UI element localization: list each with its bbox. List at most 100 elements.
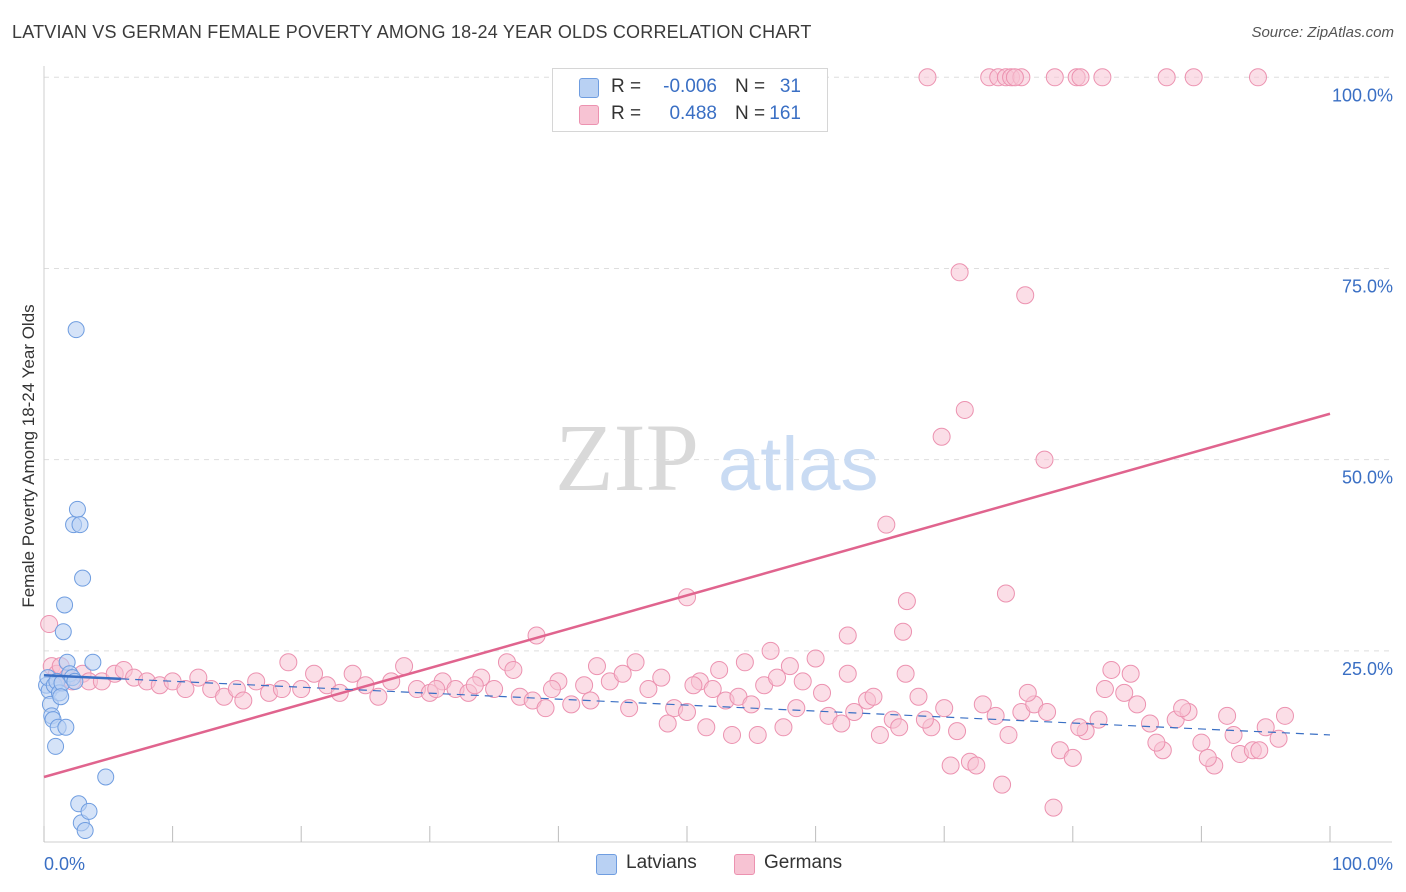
german-point: [1038, 703, 1057, 721]
source-label: Source: ZipAtlas.com: [1251, 24, 1394, 41]
german-point: [1184, 68, 1203, 87]
german-point: [247, 672, 266, 691]
y-tick-label: 50.0%: [1342, 468, 1393, 488]
latvians-legend-label: Latvians: [626, 852, 697, 873]
y-tick-label: 100.0%: [1332, 85, 1393, 105]
germans-legend-swatch: [734, 854, 755, 875]
german-point: [1173, 699, 1192, 718]
latvian-point: [74, 569, 92, 587]
watermark-atlas: atlas: [718, 422, 879, 507]
german-point: [234, 691, 253, 710]
german-point: [897, 592, 916, 611]
x-tick-label: 0.0%: [44, 854, 85, 874]
german-point: [395, 657, 414, 676]
latvians-legend-swatch: [596, 854, 617, 875]
legend-n-value: 161: [769, 103, 801, 124]
y-tick-label: 25.0%: [1342, 659, 1393, 679]
german-point: [845, 703, 864, 721]
german-point: [343, 664, 362, 683]
germans-trendline: [43, 412, 1331, 779]
german-point: [639, 680, 658, 699]
german-point: [909, 687, 928, 706]
german-point: [1275, 706, 1294, 725]
latvians-trendline-dashed: [121, 678, 1331, 736]
german-point: [485, 680, 504, 699]
german-point: [465, 676, 484, 695]
german-point: [1198, 748, 1217, 767]
german-point: [1093, 68, 1112, 87]
german-point: [272, 680, 291, 699]
german-point: [1095, 680, 1114, 699]
germans-legend-label: Germans: [764, 852, 843, 873]
y-axis-label: Female Poverty Among 18-24 Year Olds: [19, 304, 38, 607]
legend-row-germans: R = 0.488 N = 161: [553, 101, 827, 127]
german-point: [1128, 695, 1147, 714]
german-point: [1044, 798, 1063, 817]
latvian-point: [52, 688, 70, 706]
german-point: [723, 725, 742, 744]
german-point: [710, 660, 729, 679]
german-point: [768, 668, 787, 687]
german-point: [587, 657, 606, 676]
latvian-point: [54, 623, 72, 641]
watermark: ZIP atlas: [555, 404, 879, 511]
correlation-legend: R = -0.006 N = 31 R = 0.488 N = 161: [552, 68, 828, 132]
german-point: [658, 714, 677, 733]
german-point: [1089, 710, 1108, 729]
latvian-point: [97, 768, 115, 786]
german-point: [176, 680, 195, 699]
german-point: [877, 515, 896, 534]
german-point: [918, 68, 937, 87]
german-point: [948, 722, 967, 741]
german-point: [703, 680, 722, 699]
german-point: [806, 649, 825, 668]
latvian-point: [57, 718, 75, 736]
german-point: [575, 676, 594, 695]
german-point: [787, 699, 806, 718]
german-point: [973, 695, 992, 714]
x-tick-label: 100.0%: [1332, 854, 1393, 874]
german-point: [735, 653, 754, 672]
german-point: [1224, 725, 1243, 744]
german-point: [1121, 664, 1140, 683]
german-point: [955, 400, 974, 419]
german-point: [896, 664, 915, 683]
german-point: [761, 641, 780, 660]
y-tick-label: 75.0%: [1342, 276, 1393, 296]
latvian-point: [76, 822, 94, 840]
german-point: [870, 725, 889, 744]
latvian-point: [80, 802, 98, 820]
latvian-point: [67, 321, 85, 339]
german-point: [1115, 683, 1134, 702]
german-point: [832, 714, 851, 733]
german-point: [684, 676, 703, 695]
german-point: [1045, 68, 1064, 87]
german-point: [1018, 683, 1037, 702]
gridlines: [44, 76, 1392, 652]
german-point: [1070, 718, 1089, 737]
german-point: [999, 725, 1018, 744]
tick-labels: 25.0% 50.0% 75.0% 100.0% 0.0% 100.0%: [44, 85, 1393, 874]
german-point: [279, 653, 298, 672]
latvians-trendline-solid: [43, 674, 122, 681]
german-point: [1071, 68, 1090, 87]
german-point: [697, 718, 716, 737]
german-point: [813, 683, 832, 702]
german-point: [742, 695, 761, 714]
german-point: [780, 657, 799, 676]
german-point: [1218, 706, 1237, 725]
german-point: [652, 668, 671, 687]
latvian-point: [47, 737, 65, 755]
german-point: [305, 664, 324, 683]
german-point: [1248, 68, 1267, 87]
legend-r-label: R =: [611, 76, 642, 97]
latvian-point: [56, 596, 74, 614]
german-point: [941, 756, 960, 775]
latvian-point: [68, 500, 86, 518]
german-point: [838, 664, 857, 683]
german-point: [292, 680, 311, 699]
german-point: [1250, 741, 1269, 760]
germans-swatch: [579, 105, 599, 125]
latvian-point: [84, 653, 102, 671]
